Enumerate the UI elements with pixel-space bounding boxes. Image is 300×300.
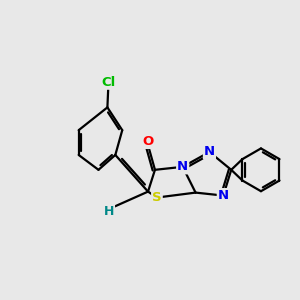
Text: Cl: Cl bbox=[101, 76, 116, 89]
Text: S: S bbox=[152, 191, 162, 204]
Text: N: N bbox=[204, 146, 215, 158]
Text: O: O bbox=[142, 135, 154, 148]
Text: N: N bbox=[177, 160, 188, 173]
Text: H: H bbox=[104, 205, 114, 218]
Text: N: N bbox=[218, 189, 229, 202]
